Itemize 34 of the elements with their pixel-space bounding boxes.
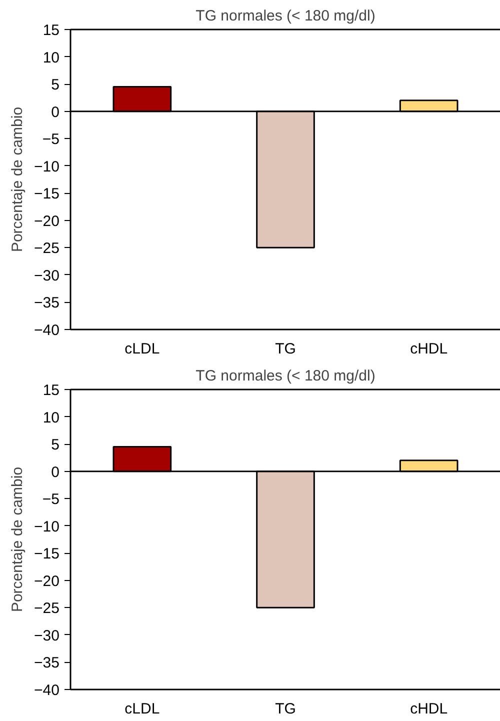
y-axis-title: Porcentaje de cambio <box>9 106 26 252</box>
y-tick-label: −15 <box>34 546 60 563</box>
y-tick-label: 10 <box>42 49 60 66</box>
y-tick-label: −40 <box>34 682 60 699</box>
y-tick-label: −25 <box>34 240 60 258</box>
chart-title: TG normales (< 180 mg/dl) <box>196 8 376 24</box>
y-tick-label: −30 <box>34 627 60 644</box>
y-tick-label: −30 <box>34 267 60 284</box>
y-axis-title: Porcentaje de cambio <box>9 466 26 612</box>
x-tick-label: cHDL <box>410 340 448 358</box>
x-tick-label: cLDL <box>124 340 160 358</box>
y-tick-label: −15 <box>34 186 60 203</box>
y-tick-label: −10 <box>34 158 60 176</box>
y-tick-label: −35 <box>34 294 60 312</box>
y-tick-label: −10 <box>34 518 60 536</box>
y-tick-label: −5 <box>42 131 60 148</box>
y-tick-label: −20 <box>34 572 60 590</box>
y-tick-label: 15 <box>42 22 60 39</box>
y-tick-label: 5 <box>51 436 60 454</box>
x-tick-label: TG <box>275 340 296 358</box>
y-tick-label: −20 <box>34 212 60 230</box>
chart-title: TG normales (< 180 mg/dl) <box>196 368 376 384</box>
y-tick-label: 10 <box>42 409 60 426</box>
x-tick-label: cHDL <box>410 700 448 718</box>
y-tick-label: −40 <box>34 322 60 339</box>
y-tick-label: −35 <box>34 654 60 672</box>
y-tick-label: −5 <box>42 491 60 508</box>
y-tick-label: 0 <box>51 464 60 481</box>
y-tick-label: −25 <box>34 600 60 618</box>
y-tick-label: 0 <box>51 104 60 121</box>
x-tick-label: cLDL <box>124 700 160 718</box>
y-tick-label: 5 <box>51 76 60 94</box>
x-tick-label: TG <box>275 700 296 718</box>
y-tick-label: 15 <box>42 382 60 399</box>
